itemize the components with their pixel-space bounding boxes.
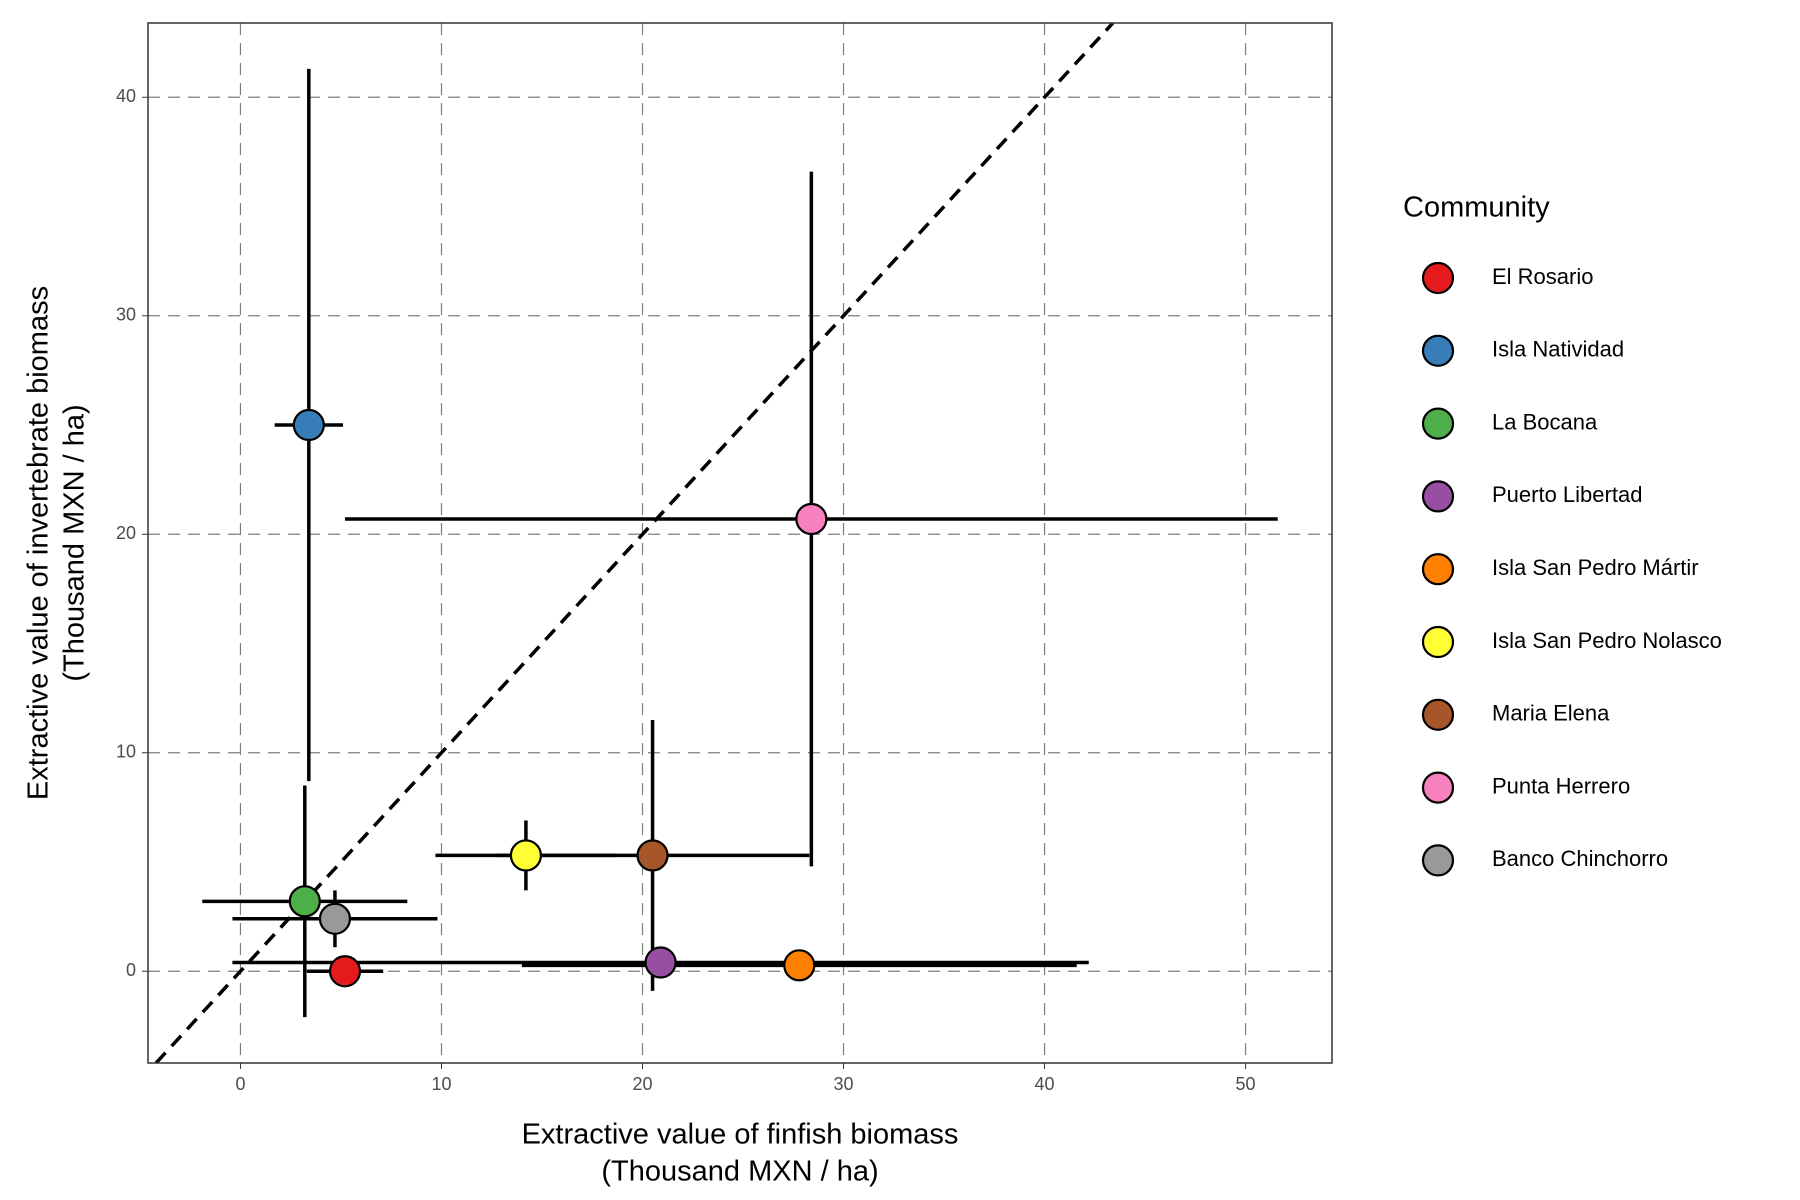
- legend-label: El Rosario: [1492, 264, 1593, 289]
- x-tick-label: 10: [431, 1074, 451, 1094]
- legend-label: Maria Elena: [1492, 701, 1610, 726]
- legend-swatch: [1421, 698, 1455, 731]
- y-tick-label: 0: [126, 960, 136, 980]
- x-axis-title: Extractive value of finfish biomass: [522, 1119, 959, 1151]
- y-axis-title: (Thousand MXN / ha): [59, 404, 91, 681]
- point: [644, 946, 677, 979]
- y-tick-label: 10: [116, 741, 136, 761]
- legend-swatch: [1421, 480, 1455, 513]
- legend-label: Isla San Pedro Nolasco: [1492, 628, 1722, 653]
- x-tick-label: 30: [834, 1074, 854, 1094]
- point: [288, 885, 321, 918]
- legend-swatch: [1421, 407, 1455, 440]
- point: [509, 839, 543, 872]
- legend-swatch: [1421, 334, 1455, 367]
- legend-swatch: [1421, 261, 1455, 295]
- point: [783, 949, 816, 982]
- legend-label: Puerto Libertad: [1492, 482, 1642, 507]
- point: [795, 502, 828, 536]
- legend-label: La Bocana: [1492, 409, 1598, 434]
- legend-swatch: [1421, 844, 1455, 877]
- point: [328, 955, 362, 988]
- legend-title: Community: [1403, 192, 1550, 224]
- point: [292, 408, 325, 442]
- legend-swatch: [1421, 771, 1455, 804]
- x-tick-label: 20: [632, 1074, 652, 1094]
- x-tick-label: 50: [1236, 1074, 1256, 1094]
- x-tick-label: 0: [235, 1074, 245, 1094]
- y-tick-label: 40: [116, 86, 136, 106]
- y-tick-label: 20: [116, 523, 136, 543]
- plot-frame: [147, 22, 1333, 1064]
- y-tick-label: 30: [116, 305, 136, 325]
- point: [318, 902, 352, 935]
- legend-label: Punta Herrero: [1492, 773, 1630, 798]
- legend-label: Isla Natividad: [1492, 337, 1624, 362]
- legend-swatch: [1421, 625, 1455, 659]
- x-tick-label: 40: [1035, 1074, 1055, 1094]
- legend-swatch: [1421, 553, 1455, 586]
- point: [636, 839, 669, 872]
- legend-label: Banco Chinchorro: [1492, 846, 1668, 871]
- y-axis-title: Extractive value of invertebrate biomass: [23, 286, 55, 800]
- legend-label: Isla San Pedro Mártir: [1492, 555, 1699, 580]
- x-axis-title: (Thousand MXN / ha): [601, 1156, 878, 1188]
